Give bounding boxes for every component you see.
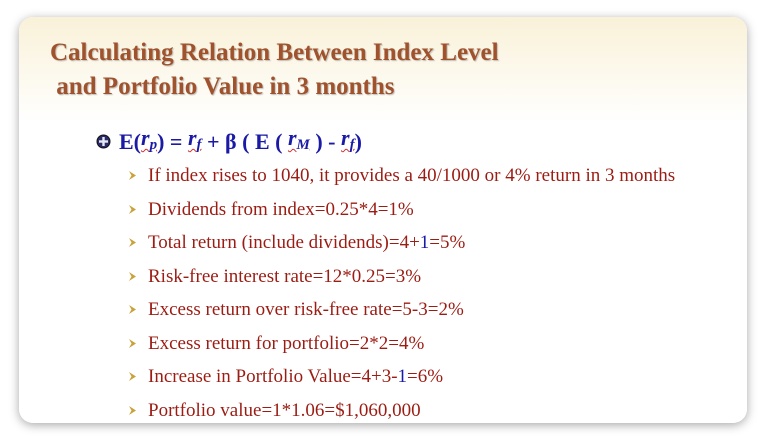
list-item: Increase in Portfolio Value=4+3-1=6% bbox=[127, 360, 675, 394]
capm-formula: E( rp ) = rf + β ( E ( rM ) - rf ) bbox=[96, 121, 362, 162]
arrow-bullet-icon bbox=[127, 237, 138, 248]
formula-rp: rp bbox=[141, 125, 158, 153]
list-item: Risk-free interest rate=12*0.25=3% bbox=[127, 260, 675, 294]
formula-equals: ) = bbox=[157, 128, 188, 154]
calculation-list: If index rises to 1040, it provides a 40… bbox=[127, 159, 675, 423]
slide-card: Calculating Relation Between Index Level… bbox=[19, 17, 747, 423]
list-item: Total return (include dividends)=4+1=5% bbox=[127, 226, 675, 260]
list-item-text: Excess return for portfolio=2*2=4% bbox=[148, 332, 425, 354]
list-item-text: Excess return over risk-free rate=5-3=2% bbox=[148, 299, 464, 320]
arrow-bullet-icon bbox=[127, 271, 138, 282]
formula-rf-2: rf bbox=[341, 125, 355, 153]
list-item-text: Total return (include dividends)=4+1=5% bbox=[148, 232, 466, 253]
list-item-text: Risk-free interest rate=12*0.25=3% bbox=[148, 265, 422, 287]
list-item: Excess return for portfolio=2*2=4% bbox=[127, 327, 675, 361]
arrow-bullet-icon bbox=[127, 204, 138, 215]
slide-title-line-1: Calculating Relation Between Index Level bbox=[50, 39, 499, 66]
list-item: Portfolio value=1*1.06=$1,060,000 bbox=[127, 394, 675, 424]
arrow-bullet-icon bbox=[127, 338, 138, 349]
arrow-bullet-icon bbox=[127, 304, 138, 315]
arrow-bullet-icon bbox=[127, 371, 138, 382]
formula-minus: ) - bbox=[309, 128, 342, 154]
list-item: Excess return over risk-free rate=5-3=2% bbox=[127, 293, 675, 327]
formula-rm: rM bbox=[287, 125, 310, 153]
list-item: Dividends from index=0.25*4=1% bbox=[127, 193, 675, 227]
slide-title: Calculating Relation Between Index Level… bbox=[50, 36, 499, 104]
slide-title-line-2: and Portfolio Value in 3 months bbox=[50, 73, 395, 100]
arrow-bullet-icon bbox=[127, 405, 138, 416]
circle-plus-icon bbox=[96, 134, 111, 149]
list-item-text: Increase in Portfolio Value=4+3-1=6% bbox=[148, 366, 444, 387]
formula-rf: rf bbox=[187, 125, 202, 153]
list-item-text: Portfolio value=1*1.06=$1,060,000 bbox=[148, 399, 421, 421]
list-item-text: If index rises to 1040, it provides a 40… bbox=[148, 165, 676, 186]
list-item-text: Dividends from index=0.25*4=1% bbox=[148, 198, 414, 220]
list-item: If index rises to 1040, it provides a 40… bbox=[127, 159, 675, 193]
arrow-bullet-icon bbox=[127, 170, 138, 181]
formula-close: ) bbox=[354, 128, 362, 154]
formula-beta-term: + β ( E ( bbox=[201, 128, 288, 154]
formula-expected-open: E( bbox=[119, 128, 141, 154]
